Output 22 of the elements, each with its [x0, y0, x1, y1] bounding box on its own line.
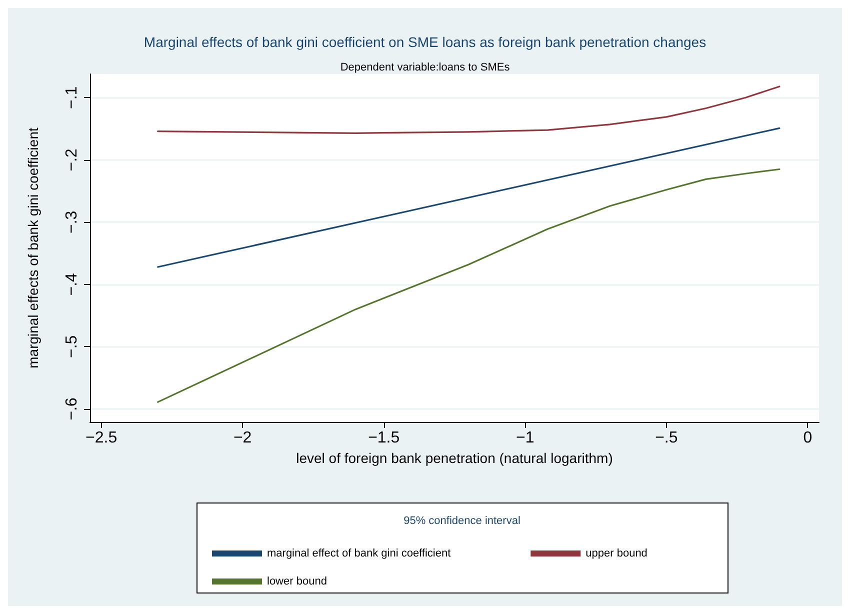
x-tick-label: −2.5: [86, 430, 118, 446]
chart-subtitle: Dependent variable:loans to SMEs: [340, 62, 510, 74]
legend-label: upper bound: [586, 548, 648, 560]
x-axis-title: level of foreign bank penetration (natural logarithm): [296, 450, 613, 466]
y-tick-label: −.4: [64, 272, 80, 296]
y-tick-label: −.6: [64, 397, 80, 420]
x-tick-label: −1: [516, 430, 534, 446]
x-tick-label: −2: [233, 430, 252, 446]
chart-title: Marginal effects of bank gini coefficient on SME loans as foreign bank penetration changes: [144, 34, 706, 50]
legend-label: lower bound: [267, 576, 327, 588]
y-tick-label: −.5: [64, 335, 80, 358]
y-axis-title: marginal effects of bank gini coefficient: [25, 128, 41, 368]
line-series: [157, 86, 780, 134]
y-tick-label: −.3: [64, 210, 80, 234]
y-tick-label: −.2: [64, 148, 80, 172]
legend-label: marginal effect of bank gini coefficient: [267, 548, 451, 560]
legend-title: 95% confidence interval: [404, 515, 520, 527]
y-tick-label: −.1: [64, 86, 80, 109]
x-tick-label: 0: [803, 430, 812, 446]
line-series: [157, 168, 780, 403]
x-tick-label: −.5: [655, 430, 678, 446]
x-tick-label: −1.5: [368, 430, 400, 446]
